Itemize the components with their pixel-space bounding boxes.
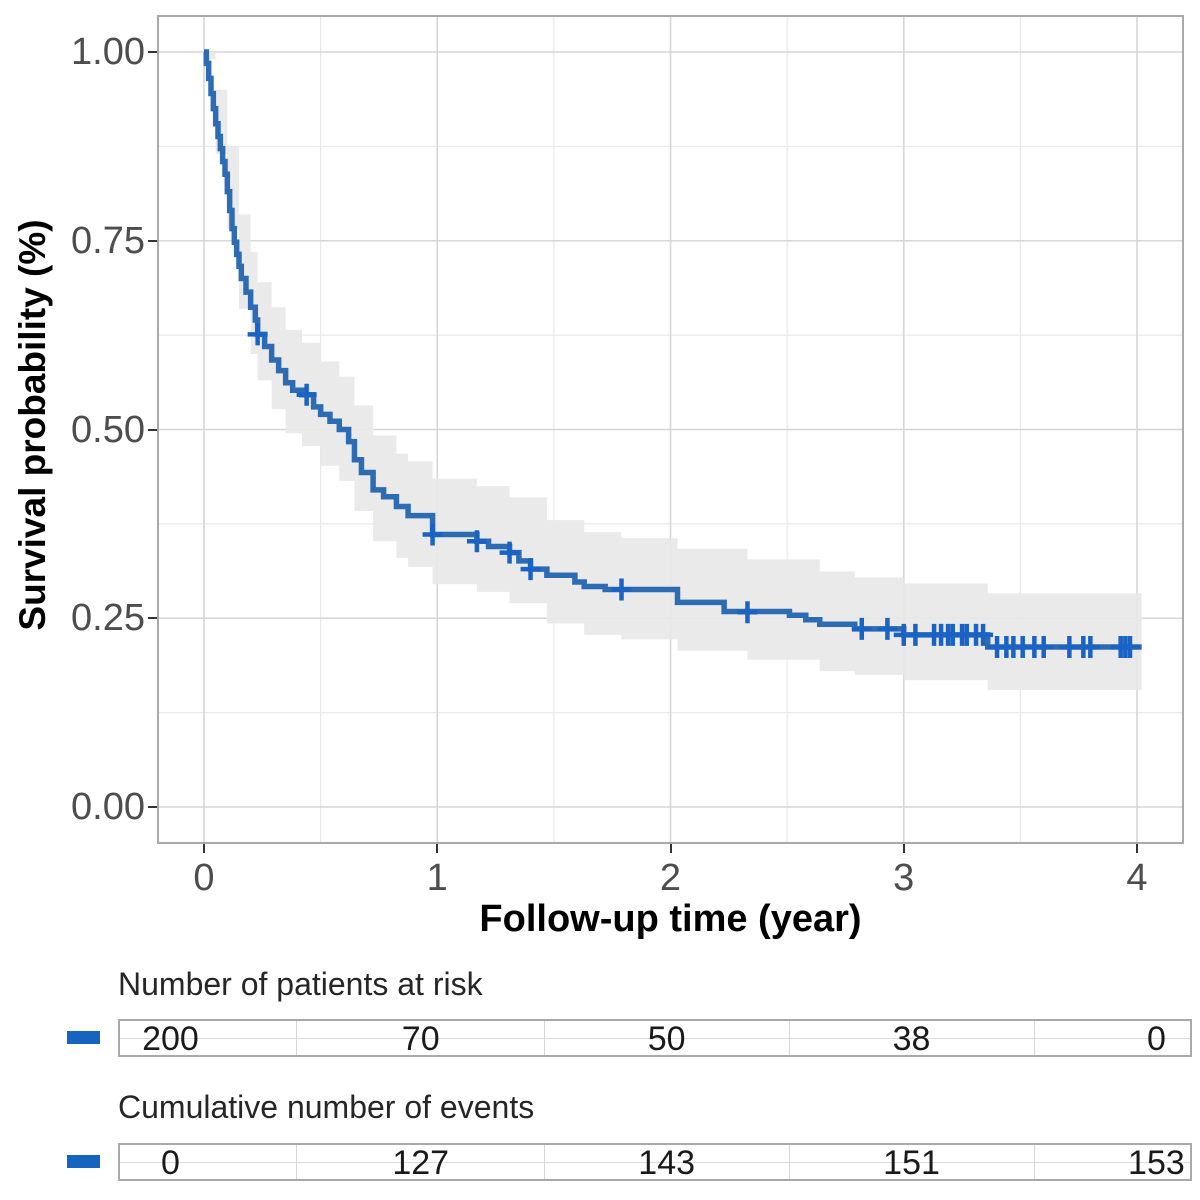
table-value: 50 bbox=[647, 1020, 686, 1058]
risk-table-legend-dash-icon bbox=[67, 1031, 100, 1044]
table-cell-separator bbox=[295, 1145, 297, 1179]
x-tick-label: 3 bbox=[893, 857, 915, 899]
censor-mark-icon bbox=[296, 383, 317, 406]
censor-mark-icon bbox=[247, 323, 268, 346]
risk-table-title: Number of patients at risk bbox=[118, 966, 483, 1002]
y-tick-mark bbox=[148, 428, 157, 431]
panel-border bbox=[157, 15, 1184, 844]
censor-mark-icon bbox=[466, 530, 487, 553]
y-tick-mark bbox=[148, 51, 157, 53]
censor-mark-icon bbox=[422, 523, 443, 546]
censor-mark-icon bbox=[611, 578, 632, 601]
censor-mark-icon bbox=[851, 617, 872, 640]
censor-mark-icon bbox=[1080, 635, 1101, 658]
events-table-title: Cumulative number of events bbox=[118, 1089, 535, 1125]
censor-mark-icon bbox=[973, 623, 994, 646]
y-tick-label: 0.00 bbox=[71, 786, 145, 828]
survival-curve bbox=[203, 49, 1142, 650]
x-tick-mark bbox=[1136, 844, 1138, 853]
x-axis-title: Follow-up time (year) bbox=[479, 898, 862, 940]
x-tick-mark bbox=[669, 844, 672, 853]
x-tick-label: 0 bbox=[193, 857, 215, 899]
y-tick-label: 0.75 bbox=[71, 219, 145, 262]
y-tick-label: 1.00 bbox=[71, 31, 145, 73]
censor-mark-icon bbox=[905, 623, 926, 646]
confidence-band bbox=[204, 52, 1142, 690]
table-value: 200 bbox=[142, 1020, 199, 1058]
table-gridline bbox=[120, 1162, 1190, 1163]
x-tick-mark bbox=[436, 844, 439, 853]
table-cell-separator bbox=[1033, 1021, 1035, 1055]
table-value: 127 bbox=[392, 1144, 450, 1182]
table-cell-separator bbox=[543, 1145, 545, 1179]
table-cell-separator bbox=[1033, 1145, 1035, 1179]
x-tick-mark bbox=[203, 844, 205, 853]
y-tick-label: 0.25 bbox=[71, 597, 145, 640]
table-value: 143 bbox=[638, 1144, 696, 1182]
y-tick-mark bbox=[148, 617, 157, 620]
events-table: 0 127 143 151 153 bbox=[118, 1143, 1192, 1181]
x-tick-label: 1 bbox=[426, 857, 448, 899]
censor-mark-icon bbox=[1120, 635, 1141, 658]
x-tick-label: 2 bbox=[659, 857, 682, 899]
table-value: 70 bbox=[401, 1020, 440, 1058]
table-value: 153 bbox=[1128, 1144, 1185, 1182]
table-cell-separator bbox=[789, 1145, 791, 1179]
survival-plot-panel bbox=[157, 15, 1184, 844]
risk-table: 200 70 50 38 0 bbox=[118, 1019, 1192, 1057]
events-table-legend-dash-icon bbox=[67, 1155, 100, 1168]
table-value: 0 bbox=[161, 1144, 180, 1182]
censor-mark-icon bbox=[737, 601, 758, 624]
table-value: 151 bbox=[883, 1144, 940, 1182]
table-cell-separator bbox=[295, 1021, 297, 1055]
table-value: 38 bbox=[892, 1020, 931, 1058]
table-value: 0 bbox=[1146, 1020, 1166, 1058]
y-tick-mark bbox=[148, 806, 157, 808]
x-tick-label: 4 bbox=[1126, 857, 1148, 899]
x-tick-mark bbox=[902, 844, 905, 853]
y-tick-label: 0.50 bbox=[71, 408, 145, 451]
table-gridline bbox=[120, 1038, 1190, 1039]
table-cell-separator bbox=[543, 1021, 545, 1055]
censor-mark-icon bbox=[499, 541, 520, 564]
censor-mark-icon bbox=[877, 617, 898, 640]
y-tick-mark bbox=[148, 239, 157, 242]
censor-mark-icon bbox=[1033, 635, 1054, 658]
table-cell-separator bbox=[789, 1021, 791, 1055]
censor-mark-icon bbox=[520, 558, 541, 581]
